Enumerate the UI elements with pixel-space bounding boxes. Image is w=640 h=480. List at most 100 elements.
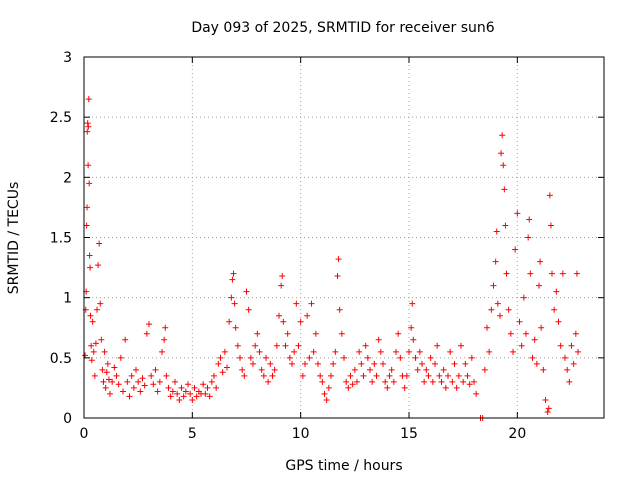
data-point — [488, 306, 495, 313]
data-point — [101, 348, 108, 355]
data-point — [260, 372, 267, 379]
data-point — [380, 360, 386, 367]
data-point — [553, 288, 560, 295]
data-point — [436, 372, 443, 379]
data-point — [169, 388, 176, 395]
data-point — [243, 288, 250, 295]
data-point — [109, 378, 116, 385]
data-point — [323, 396, 330, 403]
data-point — [559, 270, 566, 277]
data-point — [460, 378, 467, 385]
data-point — [334, 273, 341, 280]
data-point — [503, 270, 510, 277]
data-point — [449, 378, 456, 385]
data-point — [545, 405, 552, 412]
data-point — [84, 128, 91, 135]
data-point — [406, 348, 412, 355]
data-point — [176, 396, 183, 403]
data-point — [466, 381, 473, 388]
data-point — [286, 354, 293, 361]
x-axis-label: GPS time / hours — [285, 458, 402, 474]
data-point — [338, 330, 345, 337]
data-point — [537, 258, 544, 265]
data-point — [98, 336, 105, 343]
data-point — [228, 294, 235, 301]
data-point — [384, 384, 391, 391]
data-point — [371, 360, 378, 367]
data-point — [252, 342, 259, 349]
data-point — [442, 384, 449, 391]
data-point — [84, 120, 91, 127]
data-point — [492, 258, 499, 265]
data-point — [319, 378, 326, 385]
data-point — [572, 330, 579, 337]
data-point — [315, 360, 321, 367]
data-point — [230, 270, 237, 277]
data-point — [99, 366, 106, 373]
data-point — [159, 348, 165, 355]
data-point — [341, 354, 347, 361]
data-point — [414, 366, 421, 373]
y-tick-label: 1.5 — [50, 231, 72, 247]
data-point — [494, 300, 501, 307]
data-point — [117, 354, 124, 361]
data-point — [185, 381, 191, 388]
data-point — [284, 330, 291, 337]
data-point — [306, 354, 313, 361]
data-point — [310, 348, 317, 355]
data-point — [239, 366, 246, 373]
data-point — [85, 162, 92, 169]
data-point — [375, 336, 382, 343]
data-point — [146, 321, 152, 328]
data-point — [245, 306, 252, 313]
data-point — [336, 306, 343, 313]
data-point — [499, 132, 506, 139]
data-point — [518, 342, 525, 349]
data-point — [568, 342, 575, 349]
data-point — [200, 381, 207, 388]
data-point — [520, 294, 527, 301]
data-point — [299, 372, 306, 379]
data-point — [231, 300, 238, 307]
data-point — [432, 360, 438, 367]
data-point — [527, 270, 534, 277]
data-point — [133, 366, 139, 373]
data-point — [211, 372, 217, 379]
data-point — [453, 384, 460, 391]
data-point — [297, 318, 304, 325]
data-point — [237, 354, 243, 361]
data-point — [92, 340, 99, 347]
data-point — [191, 384, 198, 391]
data-point — [91, 372, 98, 379]
data-point — [126, 393, 133, 400]
data-point — [113, 372, 120, 379]
data-point — [373, 372, 380, 379]
y-tick-label: 1 — [63, 291, 72, 307]
data-point — [148, 372, 155, 379]
data-point — [434, 342, 441, 349]
data-point — [263, 354, 269, 361]
data-point — [279, 273, 286, 280]
data-point — [143, 330, 150, 337]
y-tick-label: 2.5 — [50, 110, 72, 126]
data-point — [102, 384, 109, 391]
data-point — [464, 372, 471, 379]
data-point — [362, 342, 369, 349]
data-point — [87, 312, 94, 319]
data-point — [94, 306, 100, 313]
data-point — [526, 216, 533, 223]
data-point — [500, 162, 507, 169]
data-point — [486, 348, 493, 355]
data-point — [356, 348, 363, 355]
data-point — [473, 390, 480, 397]
data-point — [124, 378, 131, 385]
data-point — [265, 378, 272, 385]
data-point — [570, 360, 577, 367]
data-point — [412, 354, 419, 361]
data-point — [90, 348, 97, 355]
data-point — [174, 390, 181, 397]
data-point — [105, 376, 112, 383]
data-point — [122, 336, 129, 343]
data-point — [85, 96, 92, 103]
data-point — [189, 396, 196, 403]
